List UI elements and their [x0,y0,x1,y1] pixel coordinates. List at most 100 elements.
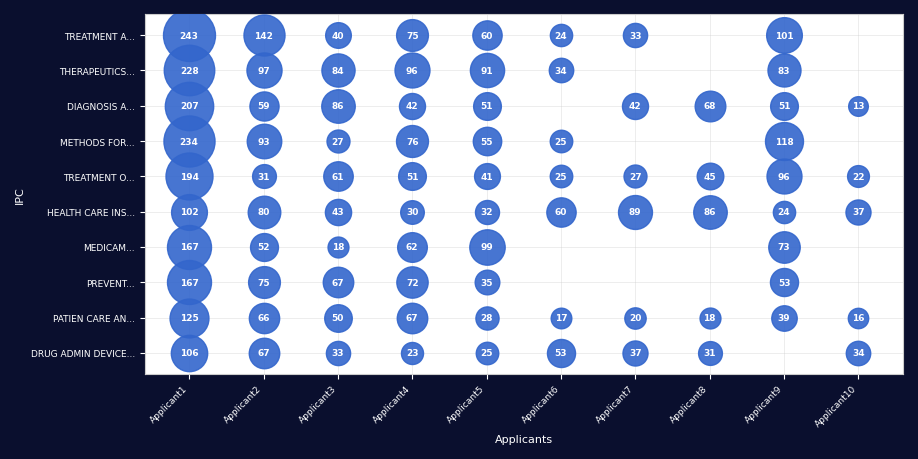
Point [182,67,196,75]
Text: 33: 33 [331,348,344,358]
Text: 102: 102 [180,207,198,217]
Point [330,349,345,357]
Point [777,103,791,110]
Text: 106: 106 [180,348,198,358]
Text: 45: 45 [703,173,716,181]
Text: 16: 16 [852,313,865,322]
Point [405,174,420,181]
Text: 72: 72 [406,278,419,287]
Point [777,314,791,321]
Text: 37: 37 [629,348,642,358]
Text: 42: 42 [629,102,642,111]
Point [777,279,791,286]
Text: 234: 234 [180,137,198,146]
Point [330,208,345,216]
Text: 67: 67 [406,313,419,322]
Text: 80: 80 [257,207,270,217]
Text: 76: 76 [406,137,419,146]
Text: 41: 41 [480,173,493,181]
Point [702,208,717,216]
Text: 243: 243 [180,32,198,40]
Text: 51: 51 [406,173,419,181]
Point [182,279,196,286]
Text: 37: 37 [852,207,865,217]
Point [554,208,568,216]
Text: 62: 62 [406,243,419,252]
Text: 25: 25 [480,348,493,358]
Text: 24: 24 [554,32,567,40]
Text: 31: 31 [257,173,270,181]
Point [256,208,271,216]
Point [479,174,494,181]
Point [628,349,643,357]
Point [405,138,420,146]
Point [330,33,345,40]
Text: 91: 91 [480,67,493,76]
Text: 25: 25 [554,137,567,146]
Text: 125: 125 [180,313,198,322]
Point [628,208,643,216]
Text: 194: 194 [180,173,198,181]
Point [182,33,196,40]
Point [777,174,791,181]
Text: 35: 35 [480,278,493,287]
Point [554,174,568,181]
Text: 23: 23 [406,348,419,358]
Point [777,208,791,216]
Text: 84: 84 [331,67,344,76]
Point [330,103,345,110]
Point [851,349,866,357]
Text: 118: 118 [775,137,793,146]
Point [256,138,271,146]
Point [554,33,568,40]
Text: 86: 86 [331,102,344,111]
Text: 32: 32 [480,207,493,217]
Text: 51: 51 [778,102,790,111]
Point [628,314,643,321]
Text: 28: 28 [480,313,493,322]
Text: 31: 31 [703,348,716,358]
Text: 27: 27 [629,173,642,181]
Point [777,67,791,75]
Point [851,103,866,110]
Text: 34: 34 [852,348,865,358]
Text: 93: 93 [257,137,270,146]
Text: 20: 20 [629,313,642,322]
Text: 66: 66 [257,313,270,322]
Text: 96: 96 [778,173,790,181]
Point [479,244,494,251]
Point [702,174,717,181]
Point [479,314,494,321]
Text: 30: 30 [406,207,419,217]
Point [851,174,866,181]
Point [405,349,420,357]
Text: 22: 22 [852,173,865,181]
Point [702,314,717,321]
Point [256,349,271,357]
Text: 73: 73 [778,243,790,252]
Point [256,33,271,40]
Point [330,314,345,321]
Text: 33: 33 [629,32,642,40]
Text: 50: 50 [331,313,344,322]
Text: 67: 67 [331,278,344,287]
Text: 97: 97 [257,67,270,76]
Text: 207: 207 [180,102,198,111]
Point [182,314,196,321]
Point [330,244,345,251]
Point [479,349,494,357]
Point [479,208,494,216]
Text: 75: 75 [406,32,419,40]
Text: 17: 17 [554,313,567,322]
Text: 40: 40 [331,32,344,40]
Text: 51: 51 [480,102,493,111]
Point [777,244,791,251]
Point [256,314,271,321]
Point [405,279,420,286]
Point [405,67,420,75]
Text: 42: 42 [406,102,419,111]
Point [479,138,494,146]
Point [628,103,643,110]
Point [256,244,271,251]
Point [479,33,494,40]
